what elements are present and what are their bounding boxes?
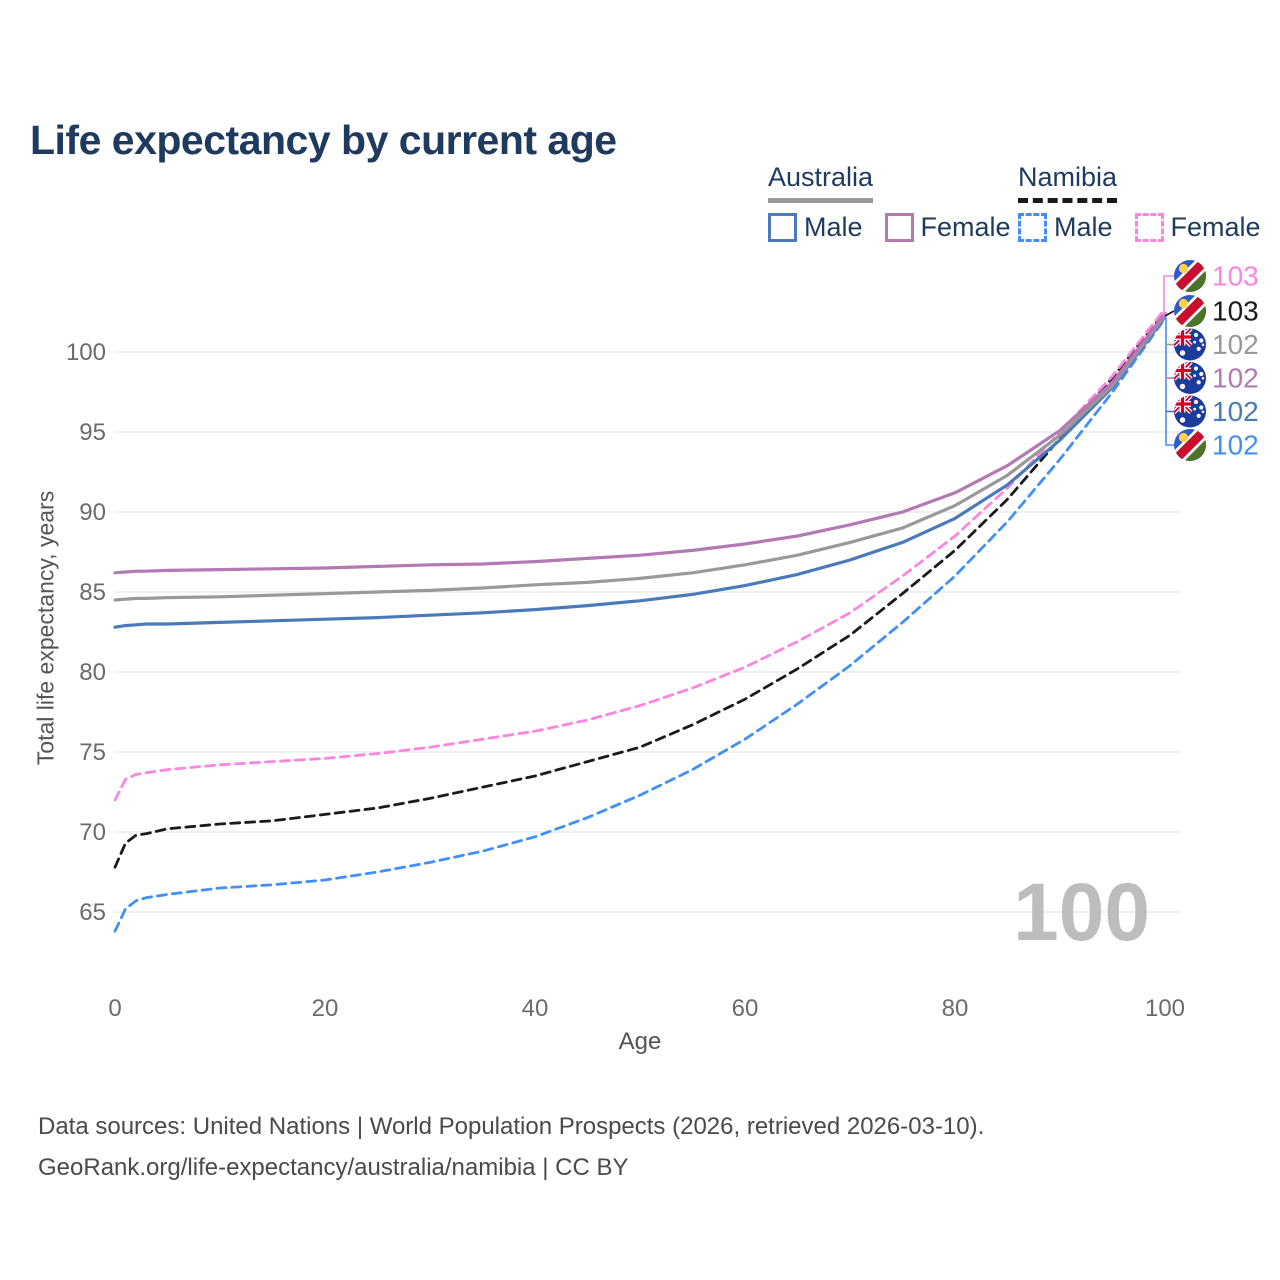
series-line-australia-both-sexes[interactable] <box>113 313 1167 602</box>
series-line-namibia-female[interactable] <box>113 307 1167 802</box>
x-axis-title: Age <box>618 1028 662 1055</box>
footer-attribution: GeoRank.org/life-expectancy/australia/na… <box>38 1154 629 1181</box>
end-value-label-australia-both-sexes: 102 <box>1212 329 1259 360</box>
legend-item-namibia-male[interactable]: Male <box>1018 212 1113 243</box>
x-tick-label: 100 <box>1145 995 1185 1022</box>
end-value-label-namibia-both-sexes: 103 <box>1212 296 1259 327</box>
x-tick-label: 60 <box>732 995 759 1022</box>
leader-line <box>1164 310 1175 317</box>
legend-country-australia[interactable]: Australia <box>768 162 874 203</box>
namibia-female-swatch-icon[interactable] <box>1134 213 1164 242</box>
y-tick-label: 70 <box>79 819 106 846</box>
namibia-flag-icon <box>1174 260 1206 292</box>
leader-line <box>1165 318 1174 446</box>
x-tick-label: 40 <box>522 995 549 1022</box>
legend-group-namibia: Namibia Male Female <box>1018 162 1261 243</box>
page-title: Life expectancy by current age <box>30 117 617 164</box>
footer: Data sources: United Nations | World Pop… <box>38 1106 984 1188</box>
legend-item-australia-female[interactable]: Female <box>884 212 1011 243</box>
australia-flag-icon <box>1174 362 1206 394</box>
end-value-label-namibia-female: 103 <box>1212 261 1259 292</box>
legend-item-namibia-female[interactable]: Female <box>1134 212 1261 243</box>
series-line-namibia-male[interactable] <box>113 316 1167 933</box>
series-line-namibia-both-sexes[interactable] <box>113 310 1167 869</box>
legend-label[interactable]: Male <box>1054 212 1113 242</box>
legend-items-namibia: Male Female <box>1018 212 1261 243</box>
end-value-label-namibia-male: 102 <box>1212 430 1259 461</box>
legend-label[interactable]: Female <box>1170 212 1261 242</box>
series-line-australia-female[interactable] <box>113 312 1167 575</box>
legend-label[interactable]: Female <box>920 212 1011 242</box>
y-tick-label: 80 <box>79 659 106 686</box>
australia-male-swatch-icon[interactable] <box>768 213 797 242</box>
y-tick-label: 90 <box>79 499 106 526</box>
x-tick-label: 80 <box>942 995 969 1022</box>
legend-items-australia: Male Female <box>768 212 1011 243</box>
australia-flag-icon <box>1174 328 1206 361</box>
x-tick-label: 20 <box>312 995 339 1022</box>
legend-country-namibia[interactable]: Namibia <box>1018 162 1118 203</box>
y-tick-label: 95 <box>79 419 106 446</box>
namibia-male-swatch-icon[interactable] <box>1018 213 1047 242</box>
y-tick-label: 85 <box>79 579 106 606</box>
y-tick-label: 65 <box>79 899 106 926</box>
end-value-label-australia-female: 102 <box>1212 363 1259 394</box>
footer-data-sources: Data sources: United Nations | World Pop… <box>38 1113 985 1140</box>
legend-item-australia-male[interactable]: Male <box>768 212 863 243</box>
namibia-flag-icon <box>1174 295 1206 327</box>
leader-line <box>1163 275 1174 316</box>
y-axis-title: Total life expectancy, years <box>32 490 59 766</box>
australia-flag-icon <box>1174 395 1206 428</box>
legend-label[interactable]: Male <box>804 212 863 242</box>
series-line-australia-male[interactable] <box>113 315 1167 629</box>
age-indicator-watermark: 100 <box>1013 867 1150 958</box>
australia-female-swatch-icon[interactable] <box>884 213 914 242</box>
legend-group-australia: Australia Male Female <box>768 162 1011 243</box>
x-tick-label: 0 <box>108 995 121 1022</box>
y-tick-label: 75 <box>79 739 106 766</box>
end-value-label-australia-male: 102 <box>1212 396 1259 427</box>
y-tick-label: 100 <box>66 339 106 366</box>
